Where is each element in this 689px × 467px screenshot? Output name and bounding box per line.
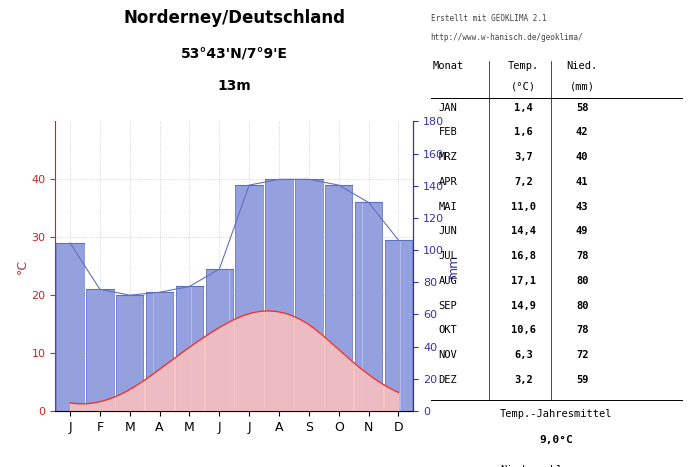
Bar <box>325 185 353 411</box>
Text: 10,6: 10,6 <box>511 325 536 335</box>
Text: Norderney/Deutschland: Norderney/Deutschland <box>123 9 345 28</box>
Y-axis label: °C: °C <box>15 259 28 274</box>
Text: Temp.: Temp. <box>508 61 539 71</box>
Text: 1,4: 1,4 <box>514 103 533 113</box>
Bar <box>265 179 293 411</box>
Text: 1,6: 1,6 <box>514 127 533 137</box>
Text: 16,8: 16,8 <box>511 251 536 261</box>
Text: 59: 59 <box>576 375 588 385</box>
Text: 58: 58 <box>576 103 588 113</box>
Text: Temp.-Jahresmittel: Temp.-Jahresmittel <box>500 409 613 419</box>
Text: 14,4: 14,4 <box>511 226 536 236</box>
Text: 3,7: 3,7 <box>514 152 533 162</box>
Text: 3,2: 3,2 <box>514 375 533 385</box>
Text: Erstellt mit GEOKLIMA 2.1: Erstellt mit GEOKLIMA 2.1 <box>431 14 546 23</box>
Text: MAI: MAI <box>438 202 457 212</box>
Text: 80: 80 <box>576 276 588 286</box>
Bar <box>295 179 322 411</box>
Text: 9,0°C: 9,0°C <box>539 435 573 445</box>
Text: 11,0: 11,0 <box>511 202 536 212</box>
Text: 42: 42 <box>576 127 588 137</box>
Bar <box>355 203 382 411</box>
Text: NOV: NOV <box>438 350 457 360</box>
Text: 80: 80 <box>576 301 588 311</box>
Text: 13m: 13m <box>218 79 251 93</box>
Text: 78: 78 <box>576 251 588 261</box>
Text: 17,1: 17,1 <box>511 276 536 286</box>
Text: 53°43'N/7°9'E: 53°43'N/7°9'E <box>181 47 288 61</box>
Text: (°C): (°C) <box>511 82 536 92</box>
Bar <box>56 243 84 411</box>
Bar <box>86 290 114 411</box>
Bar <box>116 295 143 411</box>
Text: 72: 72 <box>576 350 588 360</box>
Text: 78: 78 <box>576 325 588 335</box>
Text: 43: 43 <box>576 202 588 212</box>
Text: AUG: AUG <box>438 276 457 286</box>
Text: 49: 49 <box>576 226 588 236</box>
Text: (mm): (mm) <box>570 82 595 92</box>
Text: OKT: OKT <box>438 325 457 335</box>
Text: 41: 41 <box>576 177 588 187</box>
Text: 14,9: 14,9 <box>511 301 536 311</box>
Bar <box>205 269 233 411</box>
Text: DEZ: DEZ <box>438 375 457 385</box>
Text: http://www.w-hanisch.de/geoklima/: http://www.w-hanisch.de/geoklima/ <box>431 33 584 42</box>
Text: Monat: Monat <box>432 61 464 71</box>
Text: SEP: SEP <box>438 301 457 311</box>
Bar <box>384 240 412 411</box>
Text: Nied.: Nied. <box>566 61 598 71</box>
Bar <box>146 292 174 411</box>
Text: JAN: JAN <box>438 103 457 113</box>
Text: 7,2: 7,2 <box>514 177 533 187</box>
Text: APR: APR <box>438 177 457 187</box>
Y-axis label: mm: mm <box>447 254 460 278</box>
Text: FEB: FEB <box>438 127 457 137</box>
Bar <box>236 185 263 411</box>
Text: JUL: JUL <box>438 251 457 261</box>
Bar <box>176 286 203 411</box>
Text: JUN: JUN <box>438 226 457 236</box>
Text: Niederschlagssumme: Niederschlagssumme <box>500 465 613 467</box>
Text: 6,3: 6,3 <box>514 350 533 360</box>
Text: MRZ: MRZ <box>438 152 457 162</box>
Text: 40: 40 <box>576 152 588 162</box>
